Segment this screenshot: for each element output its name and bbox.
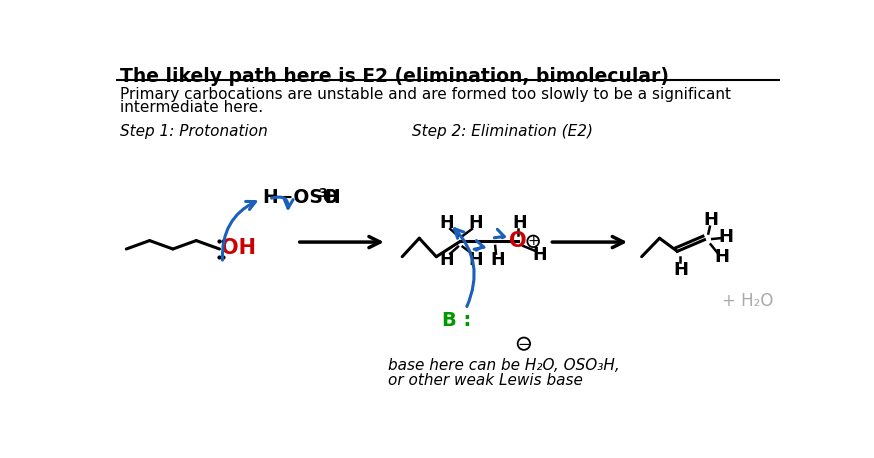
Text: The likely path here is E2 (elimination, bimolecular): The likely path here is E2 (elimination,… (120, 66, 669, 86)
Text: intermediate here.: intermediate here. (120, 100, 263, 114)
Text: Step 1: Protonation: Step 1: Protonation (120, 124, 267, 139)
Text: H: H (532, 246, 547, 264)
Text: H: H (468, 251, 483, 269)
Text: H: H (704, 211, 718, 229)
Text: base here can be H₂O, OSO₃H,: base here can be H₂O, OSO₃H, (388, 358, 620, 372)
Text: H: H (718, 228, 733, 245)
Text: H: H (324, 188, 340, 207)
Text: −: − (517, 337, 531, 352)
Text: Primary carbocations are unstable and are formed too slowly to be a significant: Primary carbocations are unstable and ar… (120, 87, 731, 102)
Text: H: H (674, 261, 689, 279)
Text: H: H (468, 214, 483, 232)
Text: +: + (527, 234, 539, 248)
Text: B :: B : (442, 311, 472, 330)
Text: H: H (439, 214, 454, 232)
Text: + H₂O: + H₂O (722, 292, 773, 311)
Text: Step 2: Elimination (E2): Step 2: Elimination (E2) (412, 124, 593, 139)
Text: O: O (509, 231, 526, 251)
Text: H: H (439, 251, 454, 269)
Text: H: H (490, 251, 505, 269)
Text: OH: OH (221, 238, 256, 258)
Text: or other weak Lewis base: or other weak Lewis base (388, 373, 583, 388)
Text: 3: 3 (318, 187, 326, 200)
Text: H: H (512, 214, 526, 232)
Text: H−OSO: H−OSO (263, 188, 339, 207)
Text: H: H (714, 248, 729, 266)
